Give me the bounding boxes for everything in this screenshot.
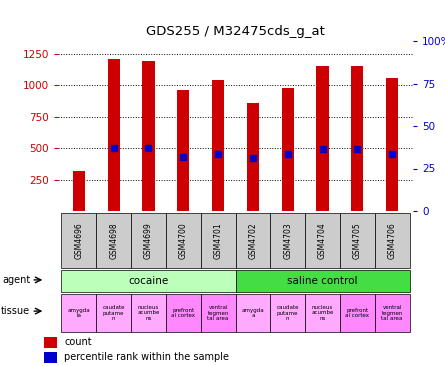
Text: amygda
a: amygda a bbox=[242, 307, 264, 318]
Bar bbox=[108, 59, 120, 211]
Bar bbox=[61, 270, 235, 292]
Text: ventral
tegmen
tal area: ventral tegmen tal area bbox=[207, 305, 229, 321]
Bar bbox=[44, 352, 57, 362]
Bar bbox=[73, 171, 85, 211]
Bar bbox=[142, 60, 154, 211]
Bar bbox=[386, 78, 398, 211]
Bar bbox=[96, 294, 131, 332]
Text: tissue: tissue bbox=[1, 306, 30, 316]
Text: agent: agent bbox=[2, 275, 30, 285]
Bar bbox=[305, 294, 340, 332]
Text: GSM4700: GSM4700 bbox=[179, 222, 188, 259]
Text: saline control: saline control bbox=[287, 276, 358, 286]
Bar bbox=[201, 213, 235, 268]
Bar bbox=[212, 80, 224, 211]
Text: GSM4704: GSM4704 bbox=[318, 222, 327, 259]
Bar bbox=[270, 213, 305, 268]
Text: GSM4702: GSM4702 bbox=[248, 222, 257, 259]
Text: prefront
al cortex: prefront al cortex bbox=[171, 307, 195, 318]
Bar bbox=[316, 66, 328, 211]
Text: caudate
putame
n: caudate putame n bbox=[276, 305, 299, 321]
Text: GSM4705: GSM4705 bbox=[353, 222, 362, 259]
Bar bbox=[131, 294, 166, 332]
Bar bbox=[340, 213, 375, 268]
Text: GSM4699: GSM4699 bbox=[144, 222, 153, 259]
Bar bbox=[44, 337, 57, 347]
Bar bbox=[166, 213, 201, 268]
Text: prefront
al cortex: prefront al cortex bbox=[345, 307, 369, 318]
Bar bbox=[235, 294, 270, 332]
Bar bbox=[375, 294, 409, 332]
Bar bbox=[247, 103, 259, 211]
Bar bbox=[270, 294, 305, 332]
Text: nucleus
acumbe
ns: nucleus acumbe ns bbox=[138, 305, 160, 321]
Bar bbox=[305, 213, 340, 268]
Bar bbox=[61, 294, 96, 332]
Text: GSM4701: GSM4701 bbox=[214, 222, 222, 259]
Text: count: count bbox=[65, 337, 92, 347]
Text: percentile rank within the sample: percentile rank within the sample bbox=[65, 352, 230, 362]
Bar bbox=[177, 90, 190, 211]
Text: cocaine: cocaine bbox=[128, 276, 169, 286]
Bar bbox=[282, 87, 294, 211]
Text: amygda
la: amygda la bbox=[68, 307, 90, 318]
Text: GSM4696: GSM4696 bbox=[74, 222, 83, 259]
Bar bbox=[201, 294, 235, 332]
Bar bbox=[166, 294, 201, 332]
Text: ventral
tegmen
tal area: ventral tegmen tal area bbox=[381, 305, 403, 321]
Bar bbox=[351, 66, 364, 211]
Bar bbox=[131, 213, 166, 268]
Bar bbox=[340, 294, 375, 332]
Text: caudate
putame
n: caudate putame n bbox=[102, 305, 125, 321]
Bar bbox=[235, 213, 270, 268]
Text: GSM4698: GSM4698 bbox=[109, 222, 118, 259]
Bar bbox=[61, 213, 96, 268]
Text: GSM4703: GSM4703 bbox=[283, 222, 292, 259]
Bar bbox=[375, 213, 409, 268]
Title: GDS255 / M32475cds_g_at: GDS255 / M32475cds_g_at bbox=[146, 26, 325, 38]
Bar bbox=[96, 213, 131, 268]
Text: GSM4706: GSM4706 bbox=[388, 222, 396, 259]
Text: nucleus
acumbe
ns: nucleus acumbe ns bbox=[312, 305, 334, 321]
Bar bbox=[235, 270, 409, 292]
